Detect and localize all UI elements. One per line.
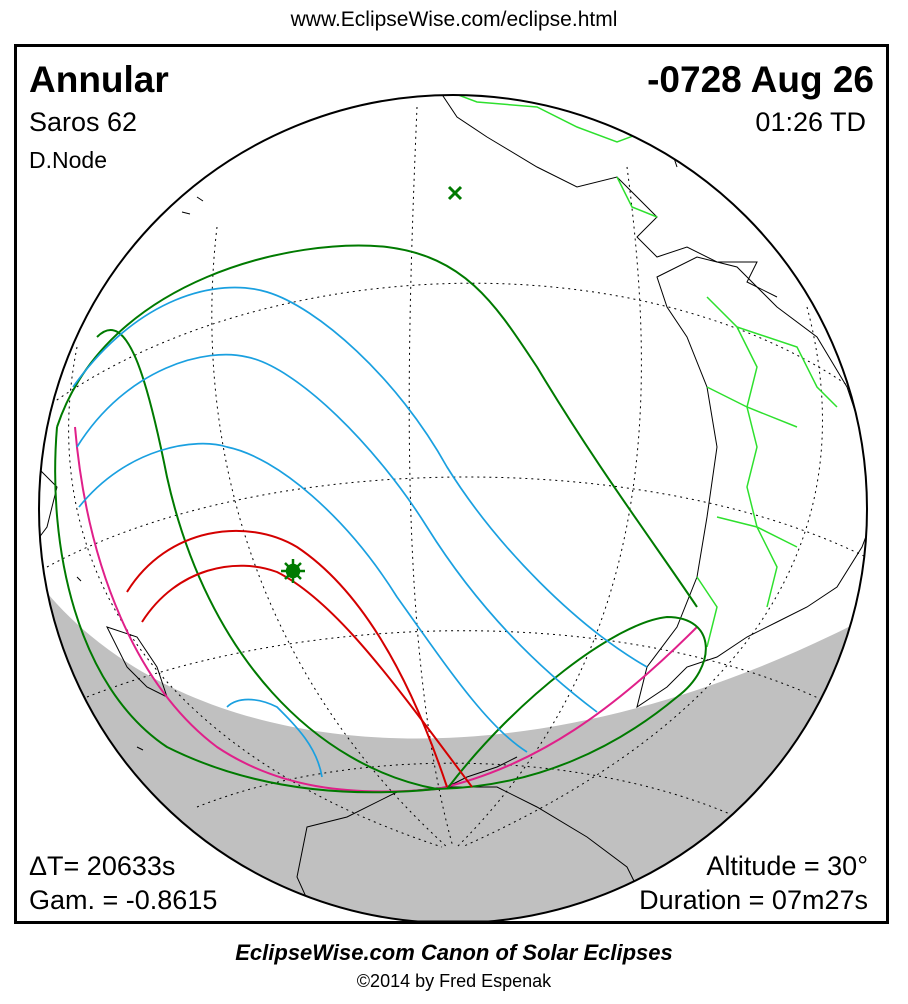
node-label: D.Node — [29, 147, 107, 173]
globe-outline — [38, 94, 868, 921]
coastlines — [39, 95, 867, 921]
night-shade — [39, 567, 867, 921]
delta-t: ΔT= 20633s — [29, 851, 176, 881]
eclipse-type: Annular — [29, 59, 169, 100]
footer-title: EclipseWise.com Canon of Solar Eclipses — [235, 940, 673, 965]
cross-icon — [447, 185, 463, 201]
saros-number: Saros 62 — [29, 107, 138, 137]
pacific-islands — [76, 196, 204, 751]
eclipse-date: -0728 Aug 26 — [647, 59, 874, 100]
sun-altitude: Altitude = 30° — [706, 851, 868, 881]
northern-limit-curve — [56, 244, 698, 608]
magnitude-curves — [72, 286, 648, 778]
eclipse-map-frame: Annular -0728 Aug 26 Saros 62 01:26 TD D… — [14, 44, 889, 924]
source-url[interactable]: www.EclipseWise.com/eclipse.html — [290, 8, 618, 31]
western-loop — [96, 329, 438, 790]
eastern-outer-loop — [54, 426, 438, 794]
footer-copyright: ©2014 by Fred Espenak — [356, 971, 552, 991]
penumbral-limits — [54, 244, 707, 794]
eclipse-time: 01:26 TD — [755, 107, 866, 137]
southern-loop — [436, 615, 707, 790]
gamma: Gam. = -0.8615 — [29, 885, 218, 915]
central-path-north-limit — [126, 529, 448, 788]
antarctic-peninsula — [446, 756, 518, 788]
central-duration: Duration = 07m27s — [639, 885, 868, 915]
south-america-coast — [636, 256, 867, 709]
star-icon — [281, 559, 305, 583]
rise-set-curve — [74, 426, 698, 793]
country-borders — [436, 95, 838, 648]
globe-map — [38, 94, 868, 921]
